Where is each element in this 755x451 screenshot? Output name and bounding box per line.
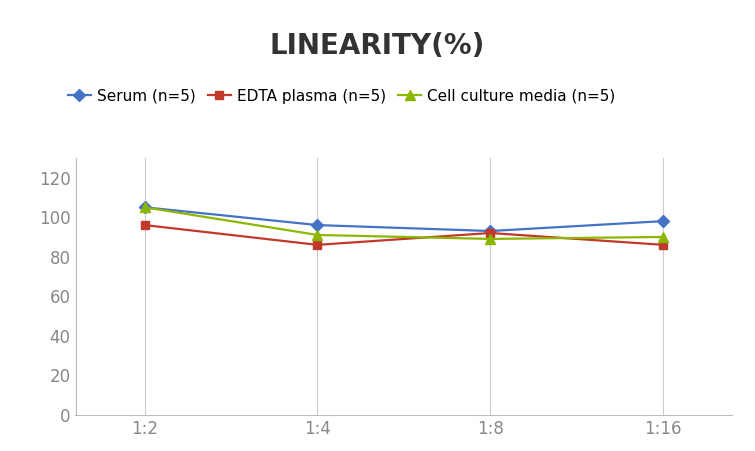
Serum (n=5) [140,205,149,210]
Serum (n=5) [485,228,495,234]
Cell culture media (n=5) [485,236,495,242]
Text: LINEARITY(%): LINEARITY(%) [270,32,485,60]
Serum (n=5) [658,218,667,224]
EDTA plasma (n=5) [485,230,495,236]
EDTA plasma (n=5) [658,242,667,248]
Cell culture media (n=5) [658,234,667,239]
EDTA plasma (n=5) [313,242,322,248]
Cell culture media (n=5) [140,205,149,210]
Legend: Serum (n=5), EDTA plasma (n=5), Cell culture media (n=5): Serum (n=5), EDTA plasma (n=5), Cell cul… [68,89,615,104]
Cell culture media (n=5) [313,232,322,238]
Line: EDTA plasma (n=5): EDTA plasma (n=5) [140,221,667,249]
Line: Serum (n=5): Serum (n=5) [140,203,667,235]
Serum (n=5) [313,222,322,228]
EDTA plasma (n=5) [140,222,149,228]
Line: Cell culture media (n=5): Cell culture media (n=5) [140,202,668,244]
